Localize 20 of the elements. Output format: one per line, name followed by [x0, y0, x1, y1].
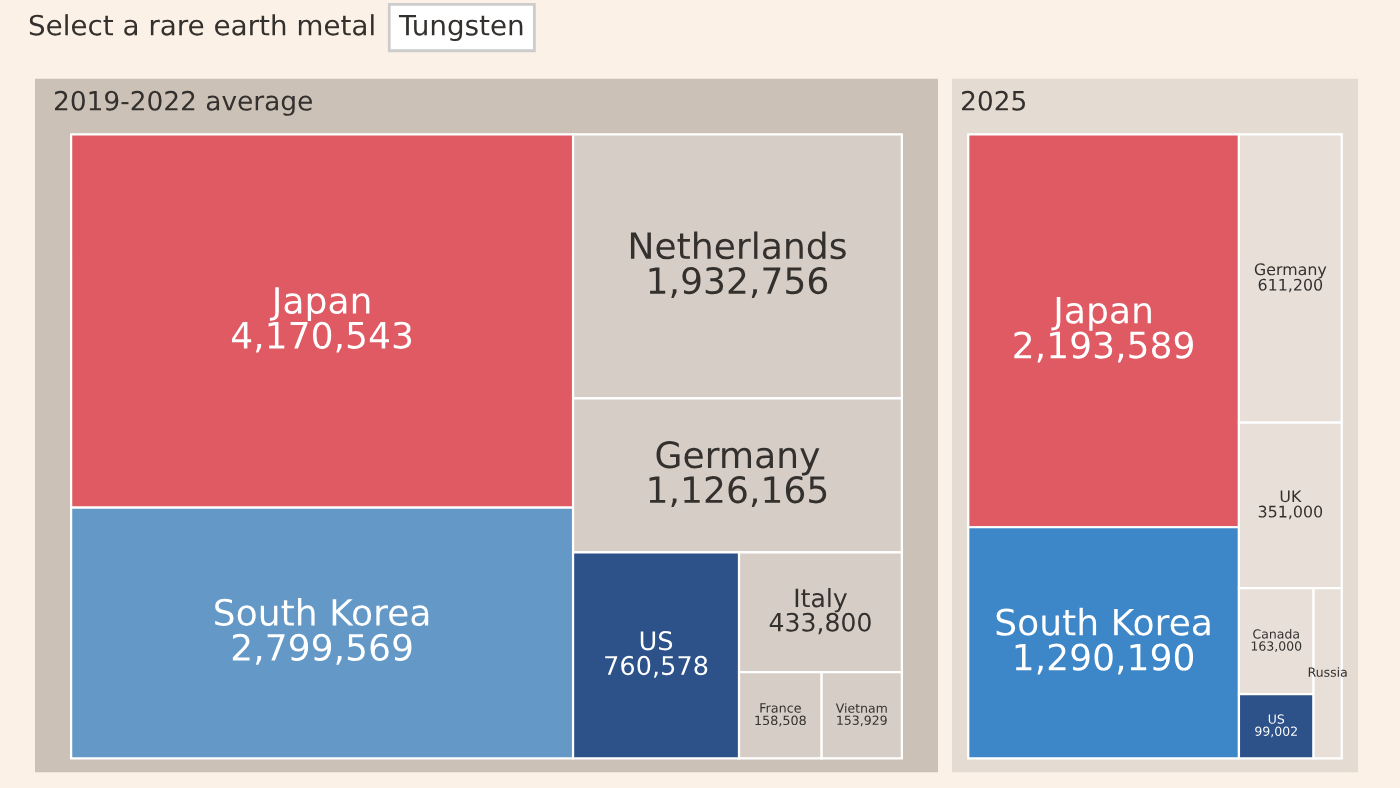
category-label: Netherlands: [630, 231, 846, 260]
category-label: US: [640, 631, 673, 651]
data-label: 4,170,543: [231, 321, 412, 353]
category-label: Germany: [656, 441, 820, 476]
category-label: Japan: [1051, 296, 1151, 331]
category-label: South Korea: [996, 607, 1210, 636]
data-label: 1,932,756: [649, 267, 828, 299]
data-label: 1,290,190: [1015, 643, 1194, 675]
data-label: 2,193,589: [1014, 331, 1193, 363]
category-label: South Korea: [215, 598, 429, 627]
text: 2019-2022 average: [54, 90, 312, 116]
category-label: Japan: [269, 287, 370, 321]
category-label: Italy: [795, 587, 847, 613]
text: Select a rare earth metal: [29, 14, 374, 36]
data-label: 760,578: [605, 655, 708, 678]
data-label: 433,800: [769, 612, 871, 635]
text: Tungsten: [398, 14, 523, 42]
text: 2025: [962, 90, 1025, 111]
data-label: 1,126,165: [649, 476, 827, 508]
data-label: 2,799,569: [232, 633, 412, 665]
